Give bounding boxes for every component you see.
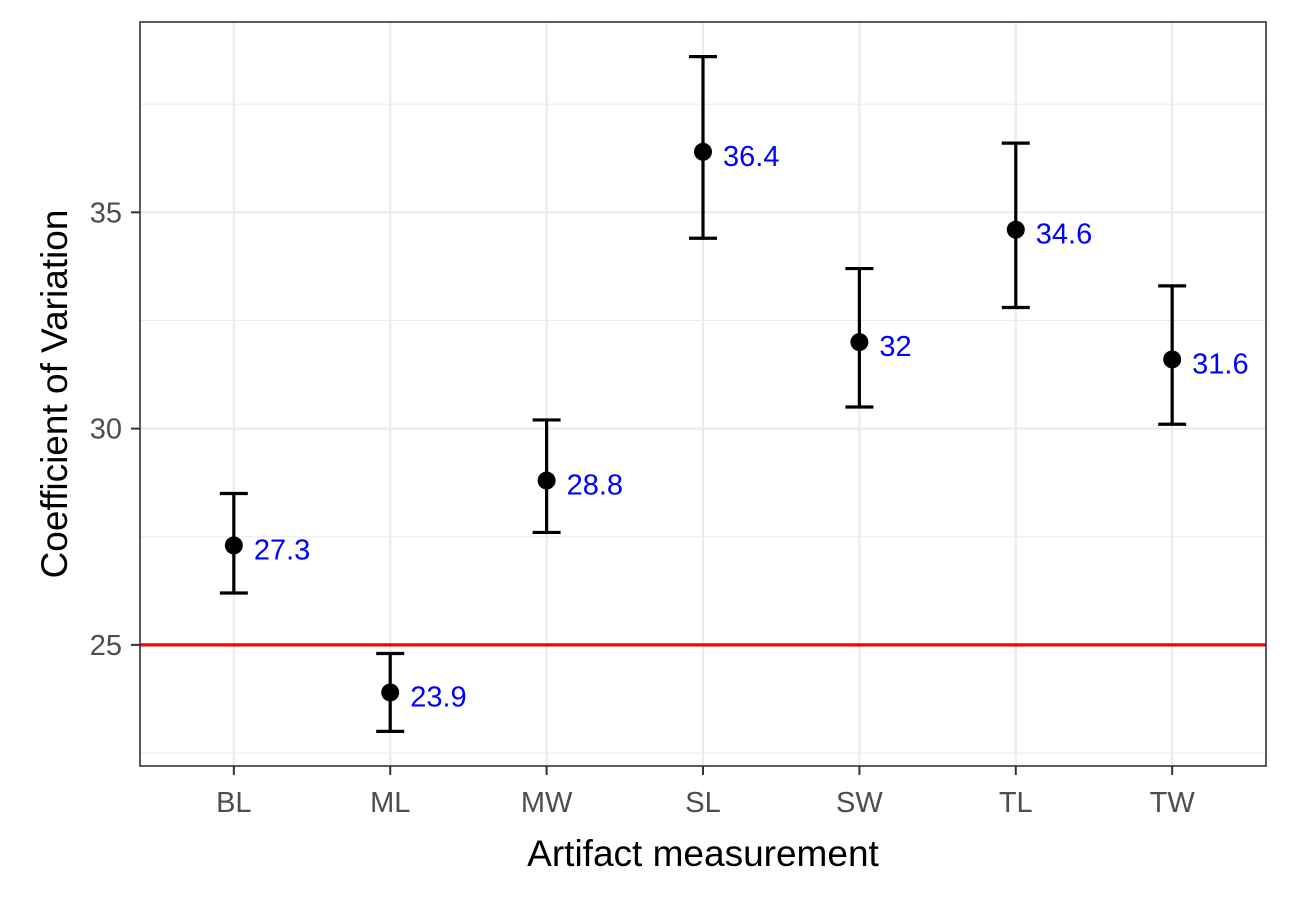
y-axis: 25 30 35 xyxy=(90,197,140,662)
x-tick-label: SW xyxy=(836,787,883,819)
data-point xyxy=(224,536,243,555)
y-tick-label: 30 xyxy=(90,414,122,446)
data-point-group: 27.3 xyxy=(219,491,310,595)
data-label: 32 xyxy=(879,331,911,363)
data-point xyxy=(381,683,400,702)
data-point xyxy=(1006,220,1025,239)
data-point-group: 23.9 xyxy=(376,651,467,733)
data-point-group: 31.6 xyxy=(1158,284,1249,426)
data-point-group: 28.8 xyxy=(532,418,623,535)
data-label: 31.6 xyxy=(1192,348,1248,380)
data-point-group: 34.6 xyxy=(1001,141,1092,310)
data-point xyxy=(850,333,869,352)
x-tick-label: SL xyxy=(685,787,720,819)
data-point xyxy=(694,142,712,161)
x-tick-label: TL xyxy=(999,787,1033,819)
data-label: 34.6 xyxy=(1036,219,1092,251)
data-label: 23.9 xyxy=(410,681,466,713)
data-point xyxy=(1163,350,1182,369)
y-tick-label: 35 xyxy=(90,197,122,229)
data-label: 27.3 xyxy=(254,534,310,566)
x-tick-label: TW xyxy=(1150,787,1196,819)
x-tick-label: BL xyxy=(216,787,251,819)
data-label: 28.8 xyxy=(567,470,623,502)
x-tick-label: MW xyxy=(521,787,573,819)
x-axis: BL ML MW SL SW TL TW xyxy=(216,766,1195,819)
data-point xyxy=(537,471,556,490)
data-point-group: 36.4 xyxy=(689,55,779,240)
x-axis-title: Artifact measurement xyxy=(527,833,879,874)
x-tick-label: ML xyxy=(370,787,410,819)
data-marks: 27.3 23.9 28.8 36.4 32 34.6 31.6 xyxy=(219,55,1249,733)
y-tick-label: 25 xyxy=(90,630,122,662)
data-point-group: 32 xyxy=(845,266,912,409)
y-axis-title: Coefficient of Variation xyxy=(34,210,75,579)
data-label: 36.4 xyxy=(723,141,779,173)
